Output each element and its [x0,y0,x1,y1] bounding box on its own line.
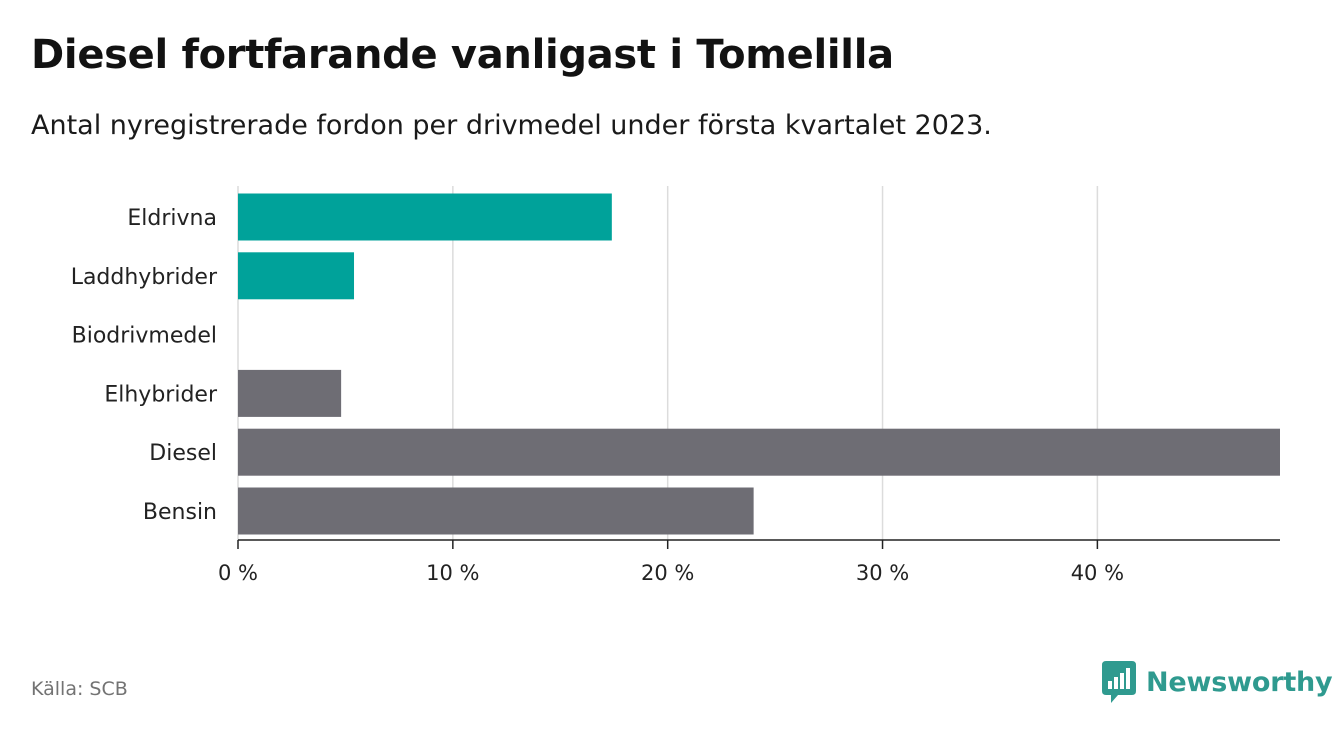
x-tick-label: 10 % [426,561,479,585]
brand-name: Newsworthy [1146,666,1333,698]
gridlines [237,186,1099,540]
newsworthy-logo-icon [1102,661,1136,703]
x-tick-label: 0 % [218,561,258,585]
x-tick-label: 40 % [1071,561,1124,585]
category-label: Laddhybrider [71,265,218,290]
x-tick-label: 30 % [856,561,909,585]
x-tick-label: 20 % [641,561,694,585]
chart-subtitle: Antal nyregistrerade fordon per drivmede… [31,110,992,141]
category-label: Biodrivmedel [72,324,217,349]
bar-elhybrider [238,369,342,417]
bars [238,193,1280,535]
category-label: Bensin [143,500,217,525]
chart-title: Diesel fortfarande vanligast i Tomelilla [31,32,894,78]
bar-diesel [238,428,1280,476]
source-note: Källa: SCB [31,678,128,700]
category-label: Eldrivna [127,206,217,231]
category-label: Diesel [149,441,217,466]
category-label: Elhybrider [104,382,218,407]
bar-bensin [238,487,754,535]
bar-laddhybrider [238,252,355,300]
x-axis: 0 % 10 % 20 % 30 % 40 % [218,539,1280,585]
category-labels: Eldrivna Laddhybrider Biodrivmedel Elhybrid… [71,206,218,525]
brand: Newsworthy [1102,660,1333,704]
bar-eldrivna [238,193,612,241]
